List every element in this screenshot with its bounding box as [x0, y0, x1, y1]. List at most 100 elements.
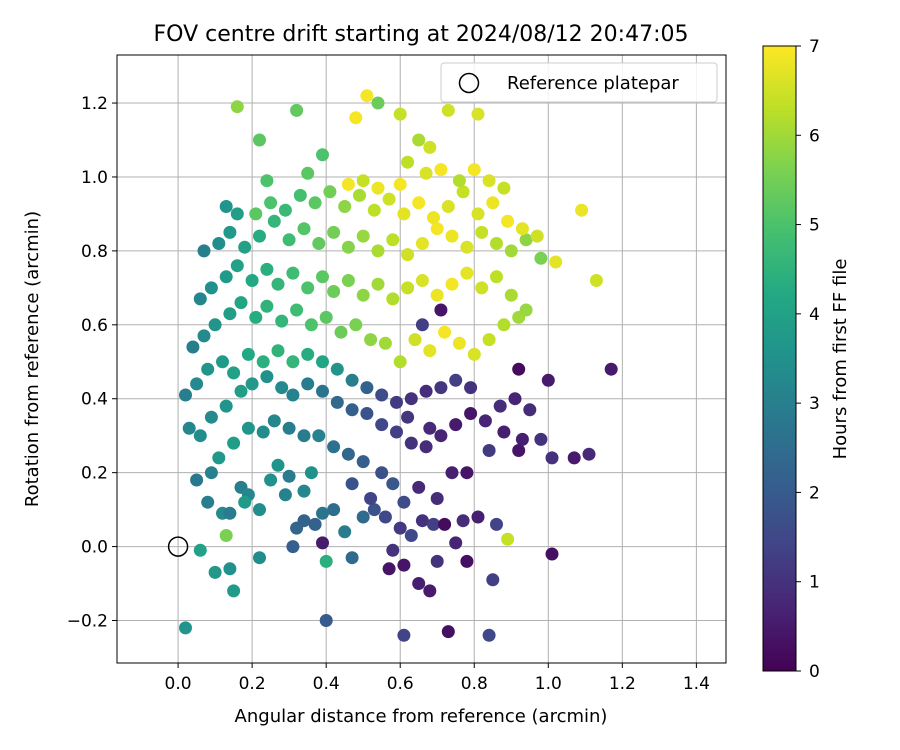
data-point [393, 177, 407, 191]
legend-entry-reference: Reference platepar [507, 73, 679, 94]
data-point [434, 381, 448, 395]
data-point [253, 551, 266, 565]
data-point [293, 188, 307, 202]
data-point [275, 314, 289, 328]
legend-box [440, 62, 718, 103]
data-point [304, 466, 318, 480]
data-point [393, 107, 407, 121]
data-point [378, 336, 392, 350]
data-point [219, 399, 233, 413]
data-point [341, 240, 355, 254]
data-point [286, 540, 300, 554]
data-point [419, 384, 433, 398]
data-point [278, 203, 292, 217]
data-point [445, 277, 459, 291]
data-point [297, 484, 311, 498]
data-point [341, 447, 355, 461]
x-tick-label: 1.0 [535, 674, 562, 694]
data-point [541, 373, 555, 387]
data-point [545, 547, 559, 561]
data-point [271, 458, 285, 472]
data-point [249, 207, 263, 221]
data-point [430, 554, 444, 568]
data-point [375, 466, 389, 480]
data-point [182, 421, 196, 435]
data-point [575, 203, 589, 217]
data-point [401, 155, 415, 169]
data-point [482, 333, 496, 347]
data-point [371, 244, 385, 258]
data-point [316, 148, 329, 162]
data-point [534, 251, 548, 265]
data-point [397, 207, 411, 221]
data-point [253, 229, 266, 243]
x-tick-label: 0.4 [313, 674, 340, 694]
colorbar-tick-label: 4 [809, 305, 820, 325]
data-point [534, 432, 548, 446]
data-point [360, 381, 374, 395]
data-point [478, 414, 492, 428]
data-point [449, 418, 463, 432]
y-axis-ticks: −0.2 0.0 0.2 0.4 0.6 0.8 1.0 1.2 [67, 94, 117, 631]
data-point [356, 455, 370, 469]
data-point [456, 185, 470, 199]
data-point [312, 237, 326, 250]
data-point [338, 525, 352, 539]
data-point [393, 521, 407, 535]
data-point [449, 373, 463, 387]
data-point [316, 355, 329, 369]
data-point [441, 200, 455, 213]
data-point [382, 562, 396, 576]
data-point [334, 325, 348, 339]
data-point [397, 558, 411, 572]
data-point [460, 554, 474, 568]
data-point [567, 451, 581, 465]
data-point [382, 192, 396, 206]
x-tick-label: 0.2 [239, 674, 266, 694]
data-point [216, 355, 229, 369]
data-point [482, 628, 496, 642]
data-point [512, 362, 526, 376]
data-point [271, 277, 285, 291]
data-point [482, 174, 496, 188]
data-point [515, 432, 529, 446]
data-point [204, 466, 218, 480]
data-point [397, 495, 411, 509]
colorbar-tick-label: 6 [809, 126, 820, 146]
y-tick-label: 1.0 [81, 168, 108, 188]
data-point [356, 229, 370, 243]
data-point [438, 517, 452, 531]
data-point [419, 440, 433, 454]
data-point [475, 281, 489, 295]
data-point [208, 318, 222, 332]
data-point [345, 477, 359, 491]
data-point [475, 225, 489, 239]
data-point [549, 255, 563, 269]
x-axis-label: Angular distance from reference (arcmin) [235, 706, 608, 727]
data-point [434, 163, 448, 177]
data-point [360, 407, 374, 420]
data-point [201, 362, 215, 376]
data-point [193, 292, 207, 306]
data-point [234, 296, 248, 310]
data-point [353, 188, 366, 202]
data-point [312, 429, 326, 443]
legend: Reference platepar [440, 62, 718, 103]
data-point [490, 517, 503, 531]
data-point [423, 140, 437, 154]
data-point [486, 196, 500, 210]
data-point [464, 381, 478, 395]
data-point [290, 303, 304, 317]
data-point [282, 469, 296, 483]
data-point [434, 429, 448, 443]
data-point [452, 336, 466, 350]
data-point [256, 355, 270, 369]
data-point [460, 266, 474, 280]
data-point [427, 517, 440, 531]
data-point [260, 262, 274, 276]
data-point [367, 503, 381, 517]
data-point [356, 288, 370, 302]
data-point [193, 543, 207, 557]
data-point [301, 347, 315, 361]
data-point [264, 196, 278, 210]
